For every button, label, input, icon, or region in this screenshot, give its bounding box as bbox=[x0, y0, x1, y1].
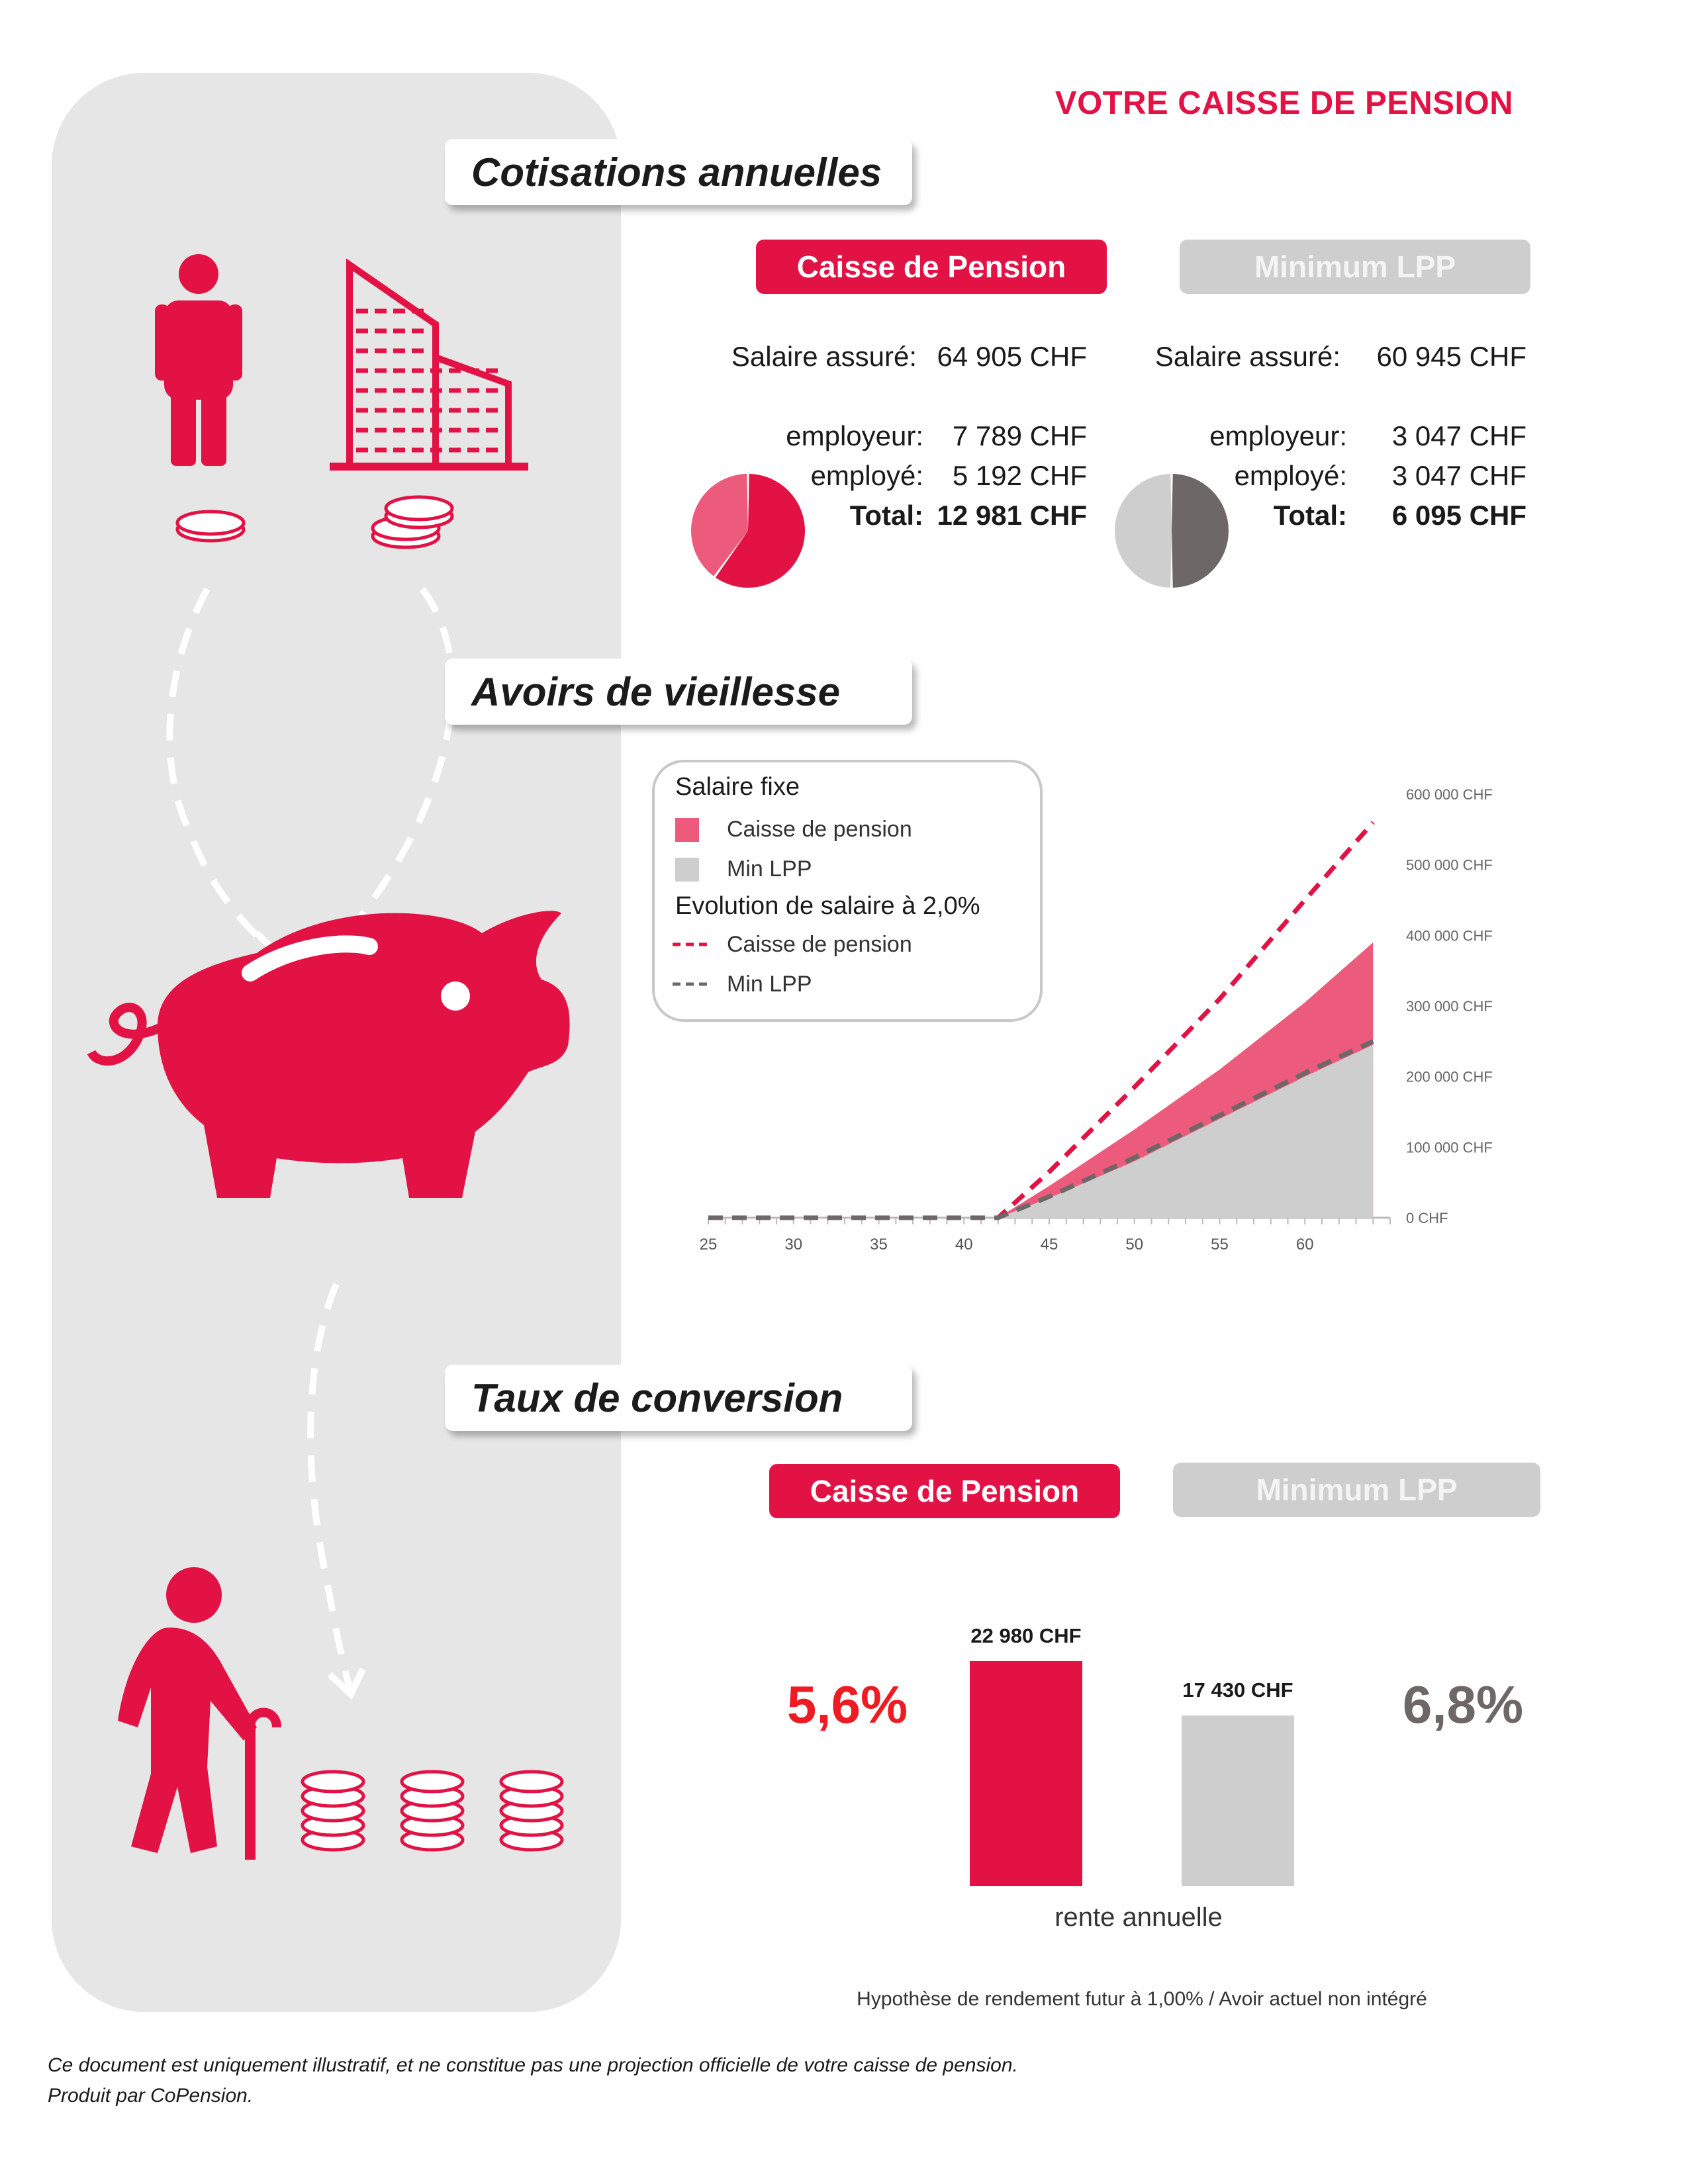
avoirs-area-chart: 25 30 35 40 45 50 55 60 0 CHF 100 000 CHF 200 000 … bbox=[700, 786, 1493, 1253]
y-tick-label: 500 000 CHF bbox=[1406, 857, 1493, 874]
chart-legend bbox=[652, 760, 1043, 1022]
legend-dash-caisse bbox=[673, 942, 712, 946]
total-value: 12 981 CHF bbox=[937, 500, 1087, 531]
rente-bar-chart: 22 980 CHF 17 430 CHF rente annuelle bbox=[970, 1624, 1294, 1932]
y-tick-label: 300 000 CHF bbox=[1406, 998, 1493, 1015]
x-tick-label: 25 bbox=[700, 1236, 718, 1253]
legend-group-salaire-fixe: Salaire fixe bbox=[675, 773, 800, 801]
coin-stack-icon bbox=[499, 1770, 564, 1852]
legend-item-caisse: Caisse de pension bbox=[727, 817, 912, 842]
coin-stack-icon bbox=[301, 1770, 365, 1852]
disclaimer-line-1: Ce document est uniquement illustratif, … bbox=[48, 2054, 1018, 2076]
building-icon bbox=[330, 258, 528, 471]
hypothese-note: Hypothèse de rendement futur à 1,00% / A… bbox=[857, 1988, 1427, 2010]
page-title: VOTRE CAISSE DE PENSION bbox=[1055, 85, 1514, 121]
employeur-value: 7 789 CHF bbox=[952, 420, 1087, 451]
employe-label: employé: bbox=[810, 460, 923, 491]
section-heading-conversion: Taux de conversion bbox=[445, 1365, 912, 1431]
sidebar-illustrations bbox=[87, 254, 570, 1860]
x-tick-label: 55 bbox=[1211, 1236, 1229, 1253]
coin-stack-icon bbox=[400, 1770, 465, 1852]
dashed-series-3 bbox=[708, 1039, 1374, 1220]
legend-item-lpp: Min LPP bbox=[727, 856, 812, 882]
elderly-person-icon bbox=[118, 1567, 281, 1860]
section-heading-cotisations: Cotisations annuelles bbox=[445, 139, 912, 205]
y-tick-label: 600 000 CHF bbox=[1406, 786, 1493, 803]
caisse-pension-pill: Caisse de Pension bbox=[756, 240, 1107, 294]
lpp-contribution-pie bbox=[1115, 474, 1229, 588]
total-value: 6 095 CHF bbox=[1391, 500, 1526, 531]
x-tick-label: 60 bbox=[1296, 1236, 1314, 1253]
bar-value-label: 17 430 CHF bbox=[1182, 1678, 1293, 1702]
legend-dash-lpp bbox=[673, 982, 712, 986]
pie-slice-employeur bbox=[1172, 474, 1229, 588]
minimum-lpp-pill: Minimum LPP bbox=[1173, 1463, 1540, 1517]
employeur-value: 3 047 CHF bbox=[1391, 420, 1526, 451]
disclaimer-line-2: Produit par CoPension. bbox=[48, 2085, 254, 2107]
pie-slice-employeur bbox=[715, 474, 805, 588]
section-heading-avoirs: Avoirs de vieillesse bbox=[445, 659, 912, 725]
legend-group-evolution: Evolution de salaire à 2,0% bbox=[675, 892, 980, 920]
total-label: Total: bbox=[1273, 500, 1347, 531]
salaire-label: Salaire assuré: bbox=[1154, 341, 1340, 372]
employeur-label: employeur: bbox=[786, 420, 923, 451]
legend-swatch-lpp bbox=[675, 858, 699, 882]
employe-value: 3 047 CHF bbox=[1391, 460, 1526, 491]
lpp-conversion-rate: 6,8% bbox=[1402, 1675, 1524, 1734]
employe-value: 5 192 CHF bbox=[952, 460, 1087, 491]
caisse-pension-pill: Caisse de Pension bbox=[769, 1464, 1120, 1518]
minimum-lpp-pill: Minimum LPP bbox=[1180, 240, 1530, 294]
total-label: Total: bbox=[849, 500, 923, 531]
caisse-contribution-pie bbox=[691, 474, 805, 588]
legend-item-lpp-evolution: Min LPP bbox=[727, 972, 812, 997]
legend-swatch-caisse bbox=[675, 818, 699, 842]
pie-slice-employe bbox=[1115, 474, 1172, 588]
area-series-1 bbox=[708, 1044, 1374, 1218]
salaire-value: 64 905 CHF bbox=[937, 341, 1087, 372]
piggy-bank-icon bbox=[87, 911, 570, 1198]
salaire-value: 60 945 CHF bbox=[1376, 341, 1526, 372]
employeur-label: employeur: bbox=[1209, 420, 1347, 451]
x-tick-label: 35 bbox=[870, 1236, 888, 1253]
bar-0 bbox=[970, 1661, 1082, 1886]
bar-value-label: 22 980 CHF bbox=[970, 1624, 1081, 1647]
legend-item-caisse-evolution: Caisse de pension bbox=[727, 932, 912, 957]
bar-1 bbox=[1182, 1715, 1294, 1886]
y-tick-label: 0 CHF bbox=[1406, 1210, 1448, 1226]
pie-slice-employe bbox=[691, 474, 748, 576]
person-icon bbox=[155, 254, 242, 466]
x-tick-label: 40 bbox=[955, 1236, 973, 1253]
coin-stack-icon bbox=[371, 495, 454, 549]
x-tick-label: 45 bbox=[1041, 1236, 1058, 1253]
y-tick-label: 400 000 CHF bbox=[1406, 927, 1493, 944]
y-tick-label: 100 000 CHF bbox=[1406, 1139, 1493, 1156]
x-tick-label: 50 bbox=[1125, 1236, 1143, 1253]
x-tick-label: 30 bbox=[784, 1236, 802, 1253]
caisse-conversion-rate: 5,6% bbox=[786, 1675, 908, 1734]
dashed-arrow-icon bbox=[166, 587, 455, 1689]
bar-x-label: rente annuelle bbox=[1055, 1903, 1223, 1932]
salaire-label: Salaire assuré: bbox=[731, 341, 917, 372]
y-tick-label: 200 000 CHF bbox=[1406, 1069, 1493, 1085]
coin-stack-icon bbox=[175, 510, 246, 543]
employe-label: employé: bbox=[1234, 460, 1347, 491]
